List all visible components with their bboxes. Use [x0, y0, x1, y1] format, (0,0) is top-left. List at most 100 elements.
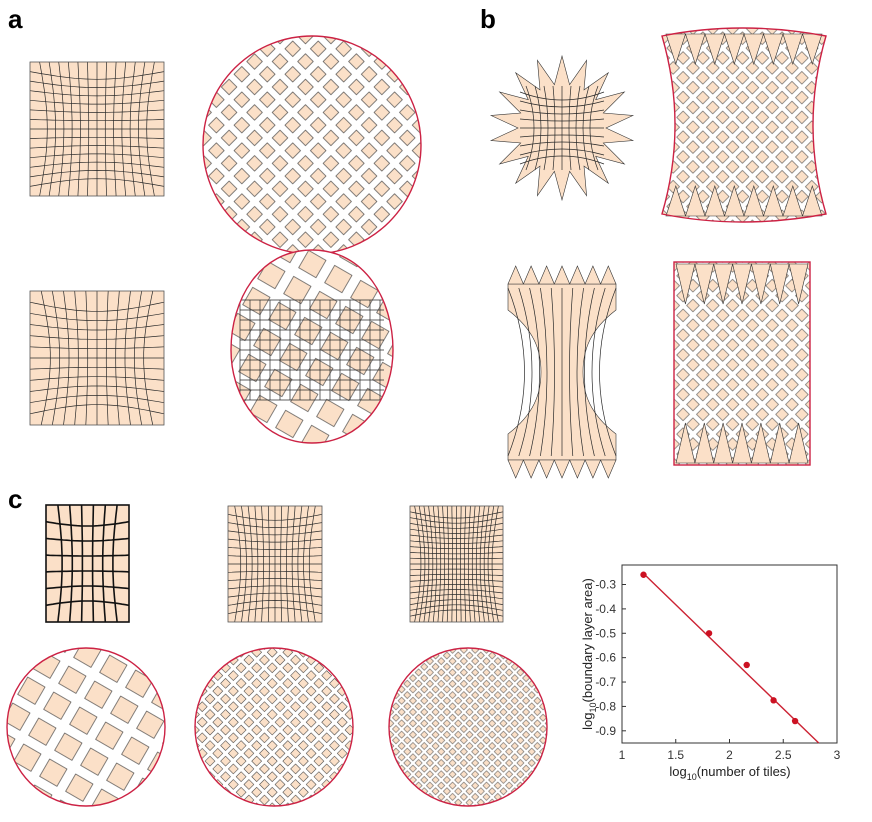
mesh-line [569, 287, 574, 457]
mesh-line [467, 505, 471, 623]
mesh-line [124, 290, 131, 426]
mesh-line [286, 505, 289, 623]
mesh-line [409, 573, 504, 576]
mesh-line [519, 134, 605, 138]
panel-b-concave-top [661, 27, 827, 223]
spike [763, 33, 784, 65]
y-tick-label: -0.4 [595, 602, 616, 616]
mesh-line [487, 505, 495, 623]
mesh-line [409, 584, 504, 588]
mesh-line [129, 61, 136, 197]
mesh-line [291, 505, 296, 623]
mesh-line [29, 385, 165, 392]
spike [782, 185, 803, 217]
mesh-line [29, 161, 165, 168]
panel-c-square-coarse [45, 504, 130, 623]
mesh-line [584, 287, 595, 457]
spike [782, 33, 803, 65]
mesh-line [507, 287, 525, 457]
panel-a-square-bottom [29, 290, 165, 426]
data-points [640, 571, 799, 725]
spike [704, 185, 725, 217]
spike [769, 422, 790, 464]
mesh-line [143, 290, 154, 426]
panel-a-circle-top [202, 35, 422, 255]
mesh-line [29, 153, 165, 159]
panel-c-circle-fine [388, 647, 548, 807]
spike [751, 422, 771, 464]
mesh-line [45, 554, 130, 557]
y-tick-label: -0.6 [595, 651, 616, 665]
spike [763, 185, 784, 217]
mesh-line [297, 505, 303, 623]
mesh-line [91, 504, 95, 623]
spike [713, 263, 733, 305]
spike [724, 33, 745, 65]
x-tick-label: 1 [619, 748, 626, 762]
mesh-line [409, 594, 504, 600]
mesh-line [308, 505, 316, 623]
mesh-line [475, 505, 481, 623]
mesh-line [464, 505, 467, 623]
mesh-line [519, 155, 605, 165]
mesh-line [29, 170, 165, 178]
spike [507, 459, 524, 479]
data-point [770, 697, 777, 704]
x-tick-label: 2.5 [775, 748, 792, 762]
spike [685, 33, 706, 65]
spike [685, 185, 706, 217]
spike [675, 422, 696, 464]
spike [553, 459, 571, 479]
spike [538, 265, 555, 285]
spike [788, 263, 809, 305]
mesh-line [45, 570, 130, 573]
mesh-line [409, 609, 504, 617]
panel-c-square-medium [227, 505, 323, 623]
mesh-line [29, 376, 165, 381]
panel-c-square-fine [409, 505, 504, 623]
mesh-line [121, 61, 127, 197]
panel-label-c: c [8, 484, 23, 514]
mesh-line [409, 589, 504, 594]
spike [522, 459, 540, 479]
mesh-line [29, 404, 165, 415]
mesh-line [519, 109, 605, 115]
chart-boundary-layer: 1 1.5 2 2.5 3 -0.3 -0.4 -0.5 -0.6 -0.7 -0.8 -0.9 l… [580, 564, 841, 782]
mesh-line [227, 578, 323, 581]
panel-a-square-top [29, 61, 165, 197]
spike [732, 422, 752, 464]
y-tick-label: -0.5 [595, 626, 616, 640]
spike [584, 459, 602, 479]
data-point [791, 717, 799, 725]
mesh-line [519, 100, 605, 108]
mesh-line [518, 287, 533, 457]
mesh-line [29, 145, 165, 149]
mesh-line [227, 600, 323, 606]
mesh-line [460, 506, 462, 622]
mesh-line [479, 505, 485, 623]
mesh-line [409, 568, 504, 571]
mesh-line [576, 287, 584, 457]
spike [732, 263, 752, 305]
y-tick-label: -0.9 [595, 724, 616, 738]
x-axis-ticks: 1 1.5 2 2.5 3 [619, 739, 841, 762]
x-tick-label: 1.5 [667, 748, 684, 762]
spike [704, 33, 725, 65]
spike [600, 459, 617, 479]
x-tick-label: 2 [726, 748, 733, 762]
mesh-line [29, 178, 165, 187]
mesh-line [104, 61, 107, 197]
mesh-line [45, 600, 130, 607]
spike [569, 459, 586, 479]
panel-a-egg-bottom [230, 249, 394, 444]
mesh-line [591, 287, 606, 457]
spike [724, 185, 745, 217]
panel-b-rectangle-bottom [673, 261, 811, 466]
mesh-line [540, 287, 548, 457]
mesh-line [29, 366, 165, 370]
mesh-line [29, 136, 165, 139]
spike [538, 459, 555, 479]
panel-label-a: a [8, 4, 23, 34]
x-axis-label: log10(number of tiles) [669, 764, 790, 782]
